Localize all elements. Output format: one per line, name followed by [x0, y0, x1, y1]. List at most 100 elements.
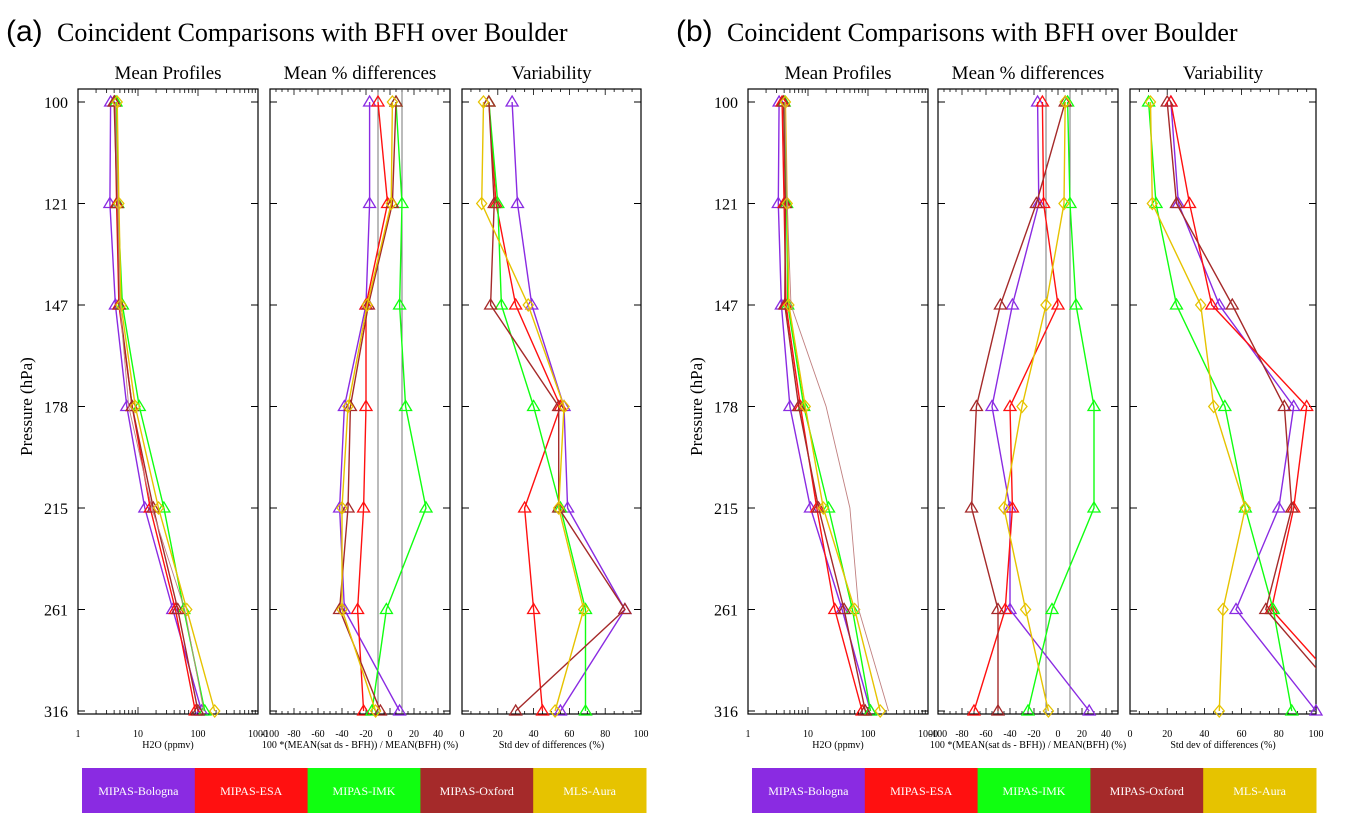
data-point-mipas-imk [418, 500, 434, 513]
x-tick-label: -20 [359, 729, 372, 740]
data-point-mipas-esa [827, 602, 842, 615]
data-point-mls-aura [385, 196, 398, 211]
data-point-mls-aura [477, 94, 490, 110]
x-tick-label: -80 [287, 729, 300, 740]
data-point-mipas-esa [526, 602, 541, 615]
subplot-mean-differences: Mean % differences -100 -80 -60 -40 -20 0 20 401… [929, 63, 1126, 751]
series-line-mipas-esa [488, 101, 562, 712]
x-tick-label: 0 [1056, 729, 1061, 740]
legend-swatch [420, 768, 534, 813]
data-point-mipas-esa [356, 500, 371, 513]
subplot-mean-profiles: Mean Profiles 1 10 100 1000 H2O (ppmv) [76, 63, 269, 751]
legend-swatch [82, 768, 196, 813]
series-line-mipas-imk [1027, 101, 1095, 712]
legend-label: MIPAS-Bologna [768, 784, 849, 798]
data-point-mls-aura [1019, 602, 1032, 617]
subplot-title: Variability [511, 63, 592, 84]
legend-swatch [194, 768, 309, 813]
data-point-mipas-esa [356, 703, 371, 716]
series-line-mipas-bologna [338, 102, 401, 712]
data-point-mipas-imk [156, 500, 172, 513]
data-point-mls-aura [1059, 94, 1072, 110]
legend-swatch [1203, 768, 1317, 813]
data-point-mls-aura [1239, 500, 1252, 516]
series-line-mipas-oxford [113, 101, 199, 712]
series-line-mipas-bologna [109, 101, 203, 712]
data-point-mipas-esa [1036, 196, 1051, 209]
data-point-mipas-imk [132, 399, 147, 412]
panel-title: Coincident Comparisons with BFH over Bou… [57, 18, 568, 47]
data-point-mipas-oxford [993, 297, 1008, 310]
data-point-mipas-oxford [551, 500, 566, 513]
x-axis-label: 100 *(MEAN(sat ds - BFH)) / MEAN(BFH) (%… [930, 740, 1126, 751]
x-tick-label: 100 [1309, 729, 1324, 740]
data-point-mipas-imk [392, 297, 407, 310]
y-tick-label: 178 [44, 400, 68, 417]
x-tick-label: 100 [861, 729, 876, 740]
data-point-mipas-oxford [990, 703, 1006, 716]
data-point-mipas-imk [578, 703, 593, 716]
y-axis-label: Pressure (hPa) [17, 357, 36, 456]
series-line-mls-aura [116, 101, 216, 712]
y-tick-label: 100 [714, 95, 738, 112]
x-tick-label: -100 [261, 729, 279, 740]
data-point-mipas-oxford [487, 196, 502, 209]
plot-frame [269, 88, 451, 715]
data-point-mls-aura [1194, 297, 1207, 313]
data-point-mipas-oxford [1284, 500, 1299, 513]
data-point-mipas-esa [1035, 94, 1050, 107]
data-point-mls-aura [1040, 297, 1052, 313]
data-point-mls-aura [817, 500, 830, 516]
y-tick-label: 261 [44, 603, 68, 620]
data-point-mls-aura [361, 297, 374, 313]
x-tick-label: 40 [529, 729, 539, 740]
y-tick-label: 121 [44, 197, 68, 214]
data-point-mls-aura [1217, 602, 1229, 617]
panel-letter: (a) [6, 15, 43, 48]
data-point-mipas-esa [508, 297, 523, 310]
x-axis-label: 100 *(MEAN(sat ds - BFH)) / MEAN(BFH) (%… [262, 740, 458, 751]
data-point-mipas-bologna [362, 196, 377, 209]
x-axis-label: Std dev of differences (%) [1170, 740, 1275, 751]
subplot-title: Mean % differences [952, 63, 1105, 84]
data-point-mipas-oxford [1029, 196, 1044, 209]
series-line-mipas-esa [1170, 101, 1316, 661]
data-point-mipas-imk [1062, 196, 1078, 209]
x-tick-label: -40 [1003, 729, 1016, 740]
series-line-mipas-imk [371, 101, 427, 712]
data-point-mipas-bologna [1228, 602, 1244, 615]
data-point-mipas-esa [1204, 297, 1219, 310]
data-point-mipas-oxford [964, 500, 979, 513]
legend-swatch [533, 768, 647, 813]
x-tick-label: 1 [76, 729, 81, 740]
series-line-mipas-esa [973, 101, 1059, 712]
x-tick-label: -100 [929, 729, 947, 740]
y-tick-label: 178 [714, 400, 738, 417]
data-point-mipas-bologna [984, 399, 1000, 412]
y-tick-label: 316 [44, 704, 68, 721]
data-point-mls-aura [549, 703, 561, 719]
legend-label: MIPAS-Oxford [1110, 784, 1184, 798]
y-tick-label: 100 [44, 95, 68, 112]
data-point-mipas-oxford [777, 297, 792, 310]
legend-swatch [307, 768, 421, 813]
data-point-mipas-imk [398, 399, 413, 412]
subplot-mean-differences: Mean % differences -100 -80 -60 -40 -20 0 20 401… [261, 63, 458, 751]
data-point-mipas-esa [535, 703, 550, 716]
data-point-mipas-imk [1044, 602, 1060, 615]
data-point-mipas-imk [494, 297, 509, 310]
x-axis-label: H2O (ppmv) [142, 740, 193, 751]
subplot-mean-profiles: Mean Profiles 1 10 100 1000 H2O (ppmv) [746, 63, 939, 751]
subplot-title: Variability [1183, 63, 1264, 84]
y-tick-label: 121 [714, 197, 738, 214]
x-tick-label: 20 [493, 729, 503, 740]
data-point-mls-aura [115, 297, 127, 313]
data-point-mipas-bologna [1005, 297, 1020, 310]
data-point-mipas-bologna [560, 500, 575, 513]
x-tick-label: 40 [1101, 729, 1111, 740]
x-tick-label: 100 [634, 729, 649, 740]
data-point-mls-aura [1042, 703, 1055, 719]
data-point-mls-aura [111, 94, 124, 110]
data-point-mls-aura [1146, 196, 1159, 211]
data-point-mls-aura [1058, 196, 1070, 211]
